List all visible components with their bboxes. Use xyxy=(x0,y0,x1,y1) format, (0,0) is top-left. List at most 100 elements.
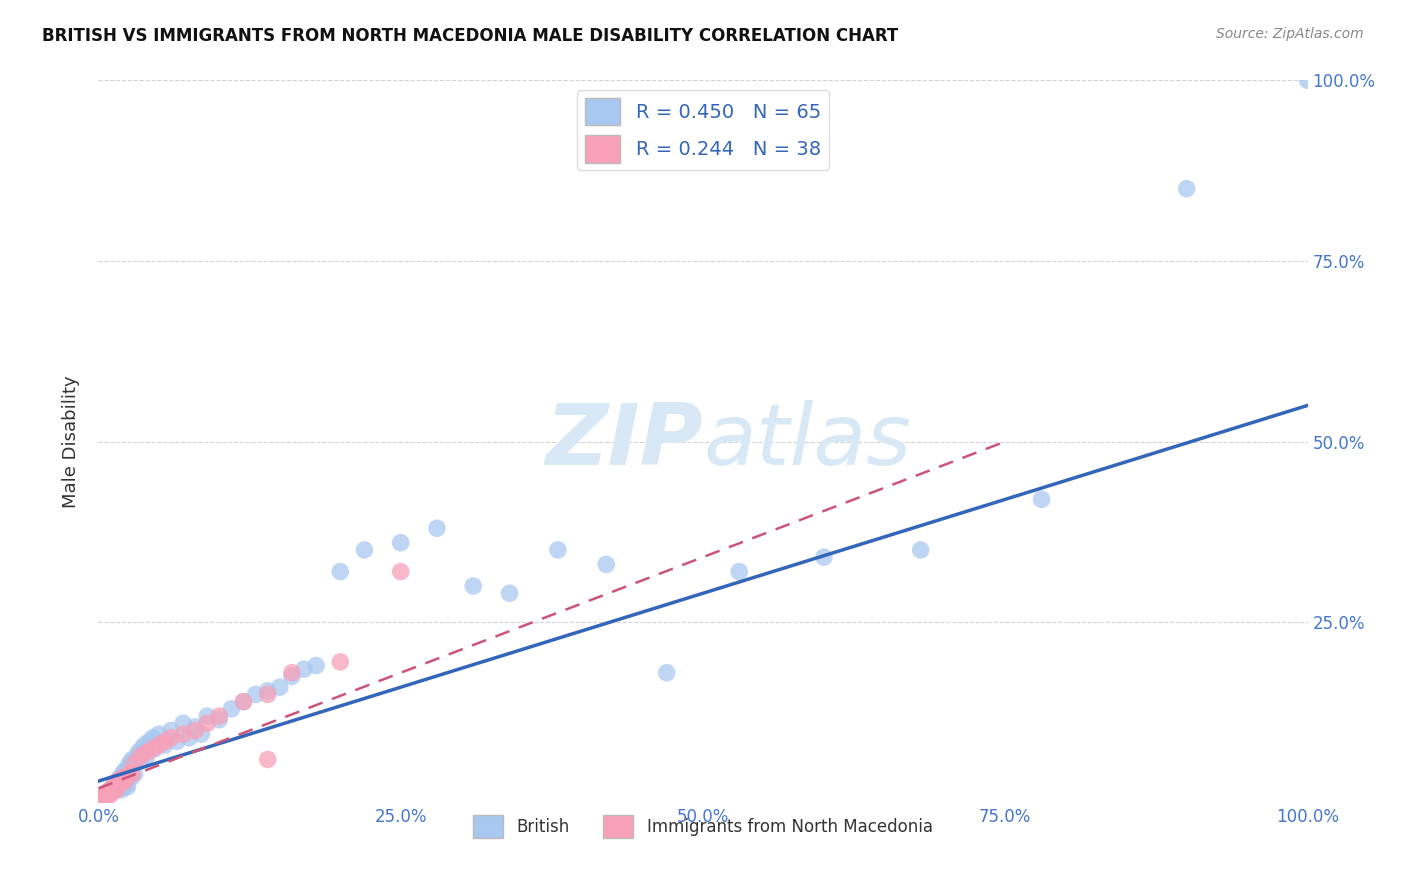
Point xyxy=(114,764,136,778)
Point xyxy=(547,542,569,557)
Point xyxy=(103,780,125,794)
Point xyxy=(153,734,176,748)
Point xyxy=(190,727,212,741)
Point xyxy=(655,665,678,680)
Point xyxy=(118,760,141,774)
Point xyxy=(127,745,149,759)
Point xyxy=(112,774,135,789)
Point xyxy=(135,748,157,763)
Point xyxy=(121,752,143,766)
Point xyxy=(100,782,122,797)
Text: atlas: atlas xyxy=(703,400,911,483)
Point xyxy=(232,695,254,709)
Point xyxy=(108,778,131,792)
Point xyxy=(232,695,254,709)
Text: Source: ZipAtlas.com: Source: ZipAtlas.com xyxy=(1216,27,1364,41)
Point xyxy=(256,752,278,766)
Point xyxy=(1296,73,1319,87)
Point xyxy=(118,765,141,780)
Point xyxy=(104,778,127,792)
Point xyxy=(108,771,131,785)
Point xyxy=(108,781,131,796)
Point xyxy=(160,723,183,738)
Point xyxy=(135,745,157,759)
Point xyxy=(129,748,152,763)
Point xyxy=(91,790,114,805)
Y-axis label: Male Disability: Male Disability xyxy=(62,376,80,508)
Point xyxy=(184,723,207,738)
Point xyxy=(129,752,152,766)
Point xyxy=(114,774,136,789)
Point xyxy=(153,738,176,752)
Point xyxy=(107,774,129,789)
Point xyxy=(172,716,194,731)
Point xyxy=(117,780,139,794)
Point xyxy=(105,782,128,797)
Point xyxy=(179,731,201,745)
Point xyxy=(93,789,115,803)
Point xyxy=(93,789,115,803)
Point xyxy=(353,542,375,557)
Point xyxy=(184,720,207,734)
Point xyxy=(143,741,166,756)
Point xyxy=(134,738,156,752)
Point xyxy=(97,787,120,801)
Point xyxy=(172,727,194,741)
Point xyxy=(96,787,118,801)
Point xyxy=(97,785,120,799)
Point xyxy=(148,738,170,752)
Point xyxy=(124,767,146,781)
Point xyxy=(110,775,132,789)
Point xyxy=(127,748,149,763)
Point xyxy=(426,521,449,535)
Point xyxy=(208,713,231,727)
Point xyxy=(728,565,751,579)
Point xyxy=(98,789,121,803)
Point xyxy=(100,781,122,796)
Point xyxy=(208,709,231,723)
Point xyxy=(595,558,617,572)
Point xyxy=(110,782,132,797)
Point xyxy=(329,655,352,669)
Point xyxy=(142,741,165,756)
Point xyxy=(148,727,170,741)
Point xyxy=(269,680,291,694)
Point xyxy=(108,772,131,787)
Point xyxy=(498,586,520,600)
Point xyxy=(1175,182,1198,196)
Point xyxy=(115,778,138,792)
Point xyxy=(389,535,412,549)
Point xyxy=(195,716,218,731)
Point xyxy=(138,734,160,748)
Point xyxy=(463,579,485,593)
Point xyxy=(292,662,315,676)
Point xyxy=(96,785,118,799)
Point xyxy=(910,542,932,557)
Point xyxy=(117,768,139,782)
Point xyxy=(1031,492,1053,507)
Point xyxy=(107,774,129,789)
Point xyxy=(160,731,183,745)
Point xyxy=(101,785,124,799)
Text: ZIP: ZIP xyxy=(546,400,703,483)
Point xyxy=(124,756,146,770)
Point xyxy=(100,782,122,797)
Point xyxy=(121,767,143,781)
Point xyxy=(94,790,117,805)
Point xyxy=(305,658,328,673)
Point xyxy=(281,665,304,680)
Point xyxy=(256,683,278,698)
Point xyxy=(111,771,134,785)
Point xyxy=(195,709,218,723)
Point xyxy=(103,778,125,792)
Point xyxy=(221,702,243,716)
Point xyxy=(813,550,835,565)
Point xyxy=(281,669,304,683)
Legend: British, Immigrants from North Macedonia: British, Immigrants from North Macedonia xyxy=(467,808,939,845)
Point xyxy=(118,756,141,770)
Point xyxy=(101,780,124,794)
Point xyxy=(389,565,412,579)
Point xyxy=(100,781,122,796)
Point xyxy=(256,687,278,701)
Point xyxy=(142,731,165,745)
